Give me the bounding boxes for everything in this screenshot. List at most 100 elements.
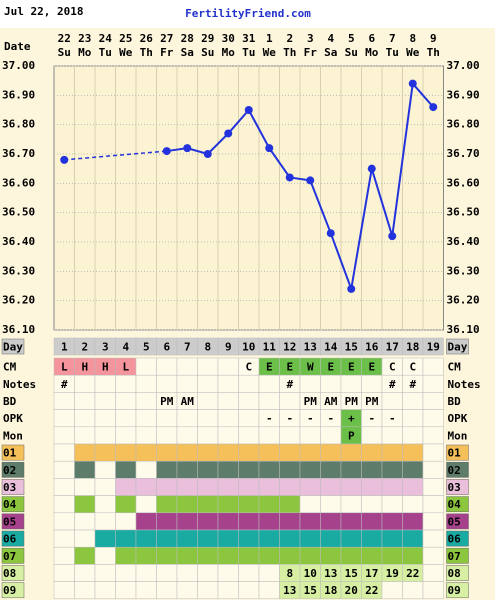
cell bbox=[402, 512, 424, 531]
cell bbox=[299, 478, 321, 496]
cell bbox=[197, 495, 219, 514]
cell bbox=[53, 409, 75, 428]
weekday: Tu bbox=[386, 46, 399, 59]
cell-text: C bbox=[245, 361, 252, 374]
cell bbox=[299, 512, 321, 531]
cell bbox=[115, 581, 137, 600]
weekday: Su bbox=[201, 46, 214, 59]
cell-text: 15 bbox=[345, 341, 358, 354]
cell bbox=[176, 460, 198, 479]
cell-text: H bbox=[102, 361, 109, 374]
row-label: Day bbox=[3, 341, 23, 354]
cell bbox=[53, 564, 75, 582]
cell-text: 8 bbox=[204, 341, 211, 354]
weekday: Sa bbox=[324, 46, 337, 59]
date-number: 1 bbox=[266, 32, 273, 45]
cell bbox=[94, 564, 116, 582]
cell bbox=[94, 426, 116, 445]
cell bbox=[53, 495, 75, 514]
row-label-bg bbox=[1, 530, 25, 547]
date-number: 25 bbox=[119, 32, 132, 45]
cell bbox=[381, 495, 403, 514]
cell bbox=[402, 392, 424, 410]
y-tick-label: 36.10 bbox=[2, 323, 35, 336]
cell bbox=[135, 564, 157, 582]
row-label-right: Day bbox=[448, 341, 468, 354]
cell bbox=[156, 581, 178, 600]
cell bbox=[279, 460, 301, 479]
cell bbox=[176, 564, 198, 582]
row-label: 08 bbox=[3, 567, 16, 580]
cell bbox=[340, 443, 362, 462]
temperature-point bbox=[244, 106, 253, 114]
cell-text: 16 bbox=[365, 341, 379, 354]
cell bbox=[94, 409, 116, 428]
y-tick-label-right: 36.90 bbox=[447, 88, 480, 101]
cell bbox=[176, 409, 198, 428]
cell bbox=[74, 443, 96, 462]
cell bbox=[156, 529, 178, 548]
row-label-bg bbox=[1, 547, 25, 564]
cell bbox=[238, 392, 260, 410]
cell bbox=[74, 546, 96, 565]
y-tick-label-right: 36.70 bbox=[447, 147, 480, 160]
plot-area bbox=[53, 65, 444, 331]
row-label-bg-right bbox=[446, 461, 469, 478]
cell bbox=[381, 392, 403, 410]
cell bbox=[197, 443, 219, 462]
cell bbox=[320, 426, 342, 445]
cell bbox=[53, 392, 75, 410]
cell bbox=[422, 392, 444, 410]
cell bbox=[361, 512, 383, 531]
cell-text: 19 bbox=[427, 341, 440, 354]
cell bbox=[299, 529, 321, 548]
cell bbox=[279, 426, 301, 445]
cell-text: - bbox=[327, 412, 334, 425]
cell bbox=[94, 529, 116, 548]
cell bbox=[279, 392, 301, 410]
cell bbox=[135, 392, 157, 410]
cell bbox=[422, 512, 444, 531]
cell bbox=[176, 581, 198, 600]
cell bbox=[176, 512, 198, 531]
cell bbox=[402, 546, 424, 565]
cell bbox=[340, 478, 362, 496]
cell bbox=[135, 409, 157, 428]
cell bbox=[53, 512, 75, 531]
date-number: 4 bbox=[327, 32, 334, 45]
cell-text: E bbox=[286, 361, 293, 374]
cell bbox=[340, 529, 362, 548]
row-label-bg bbox=[1, 479, 25, 495]
weekday: Th bbox=[140, 46, 153, 59]
cell bbox=[74, 374, 96, 393]
cell bbox=[197, 546, 219, 565]
cell bbox=[94, 512, 116, 531]
temperature-point bbox=[162, 147, 171, 156]
cell bbox=[156, 546, 178, 565]
cell bbox=[258, 426, 280, 445]
cell bbox=[381, 529, 403, 548]
y-tick-label-right: 36.50 bbox=[447, 206, 480, 219]
cell-text: 12 bbox=[283, 341, 296, 354]
cell bbox=[135, 460, 157, 479]
row-label-bg-right bbox=[446, 479, 469, 495]
cell bbox=[238, 478, 260, 496]
weekday: Sa bbox=[181, 46, 194, 59]
cell bbox=[94, 374, 116, 393]
weekday: Mo bbox=[78, 46, 92, 59]
cell bbox=[279, 546, 301, 565]
cell-text: 18 bbox=[406, 341, 419, 354]
gap-connector bbox=[64, 150, 167, 161]
cell bbox=[135, 443, 157, 462]
y-tick-label: 36.40 bbox=[2, 235, 35, 248]
weekday: Th bbox=[283, 46, 296, 59]
cell bbox=[320, 478, 342, 496]
cell-text: 18 bbox=[324, 584, 337, 597]
cell bbox=[156, 564, 178, 582]
cell-text: 22 bbox=[406, 567, 419, 580]
cell bbox=[197, 529, 219, 548]
cell bbox=[74, 392, 96, 410]
cell bbox=[320, 529, 342, 548]
cell bbox=[402, 426, 424, 445]
cell bbox=[176, 443, 198, 462]
